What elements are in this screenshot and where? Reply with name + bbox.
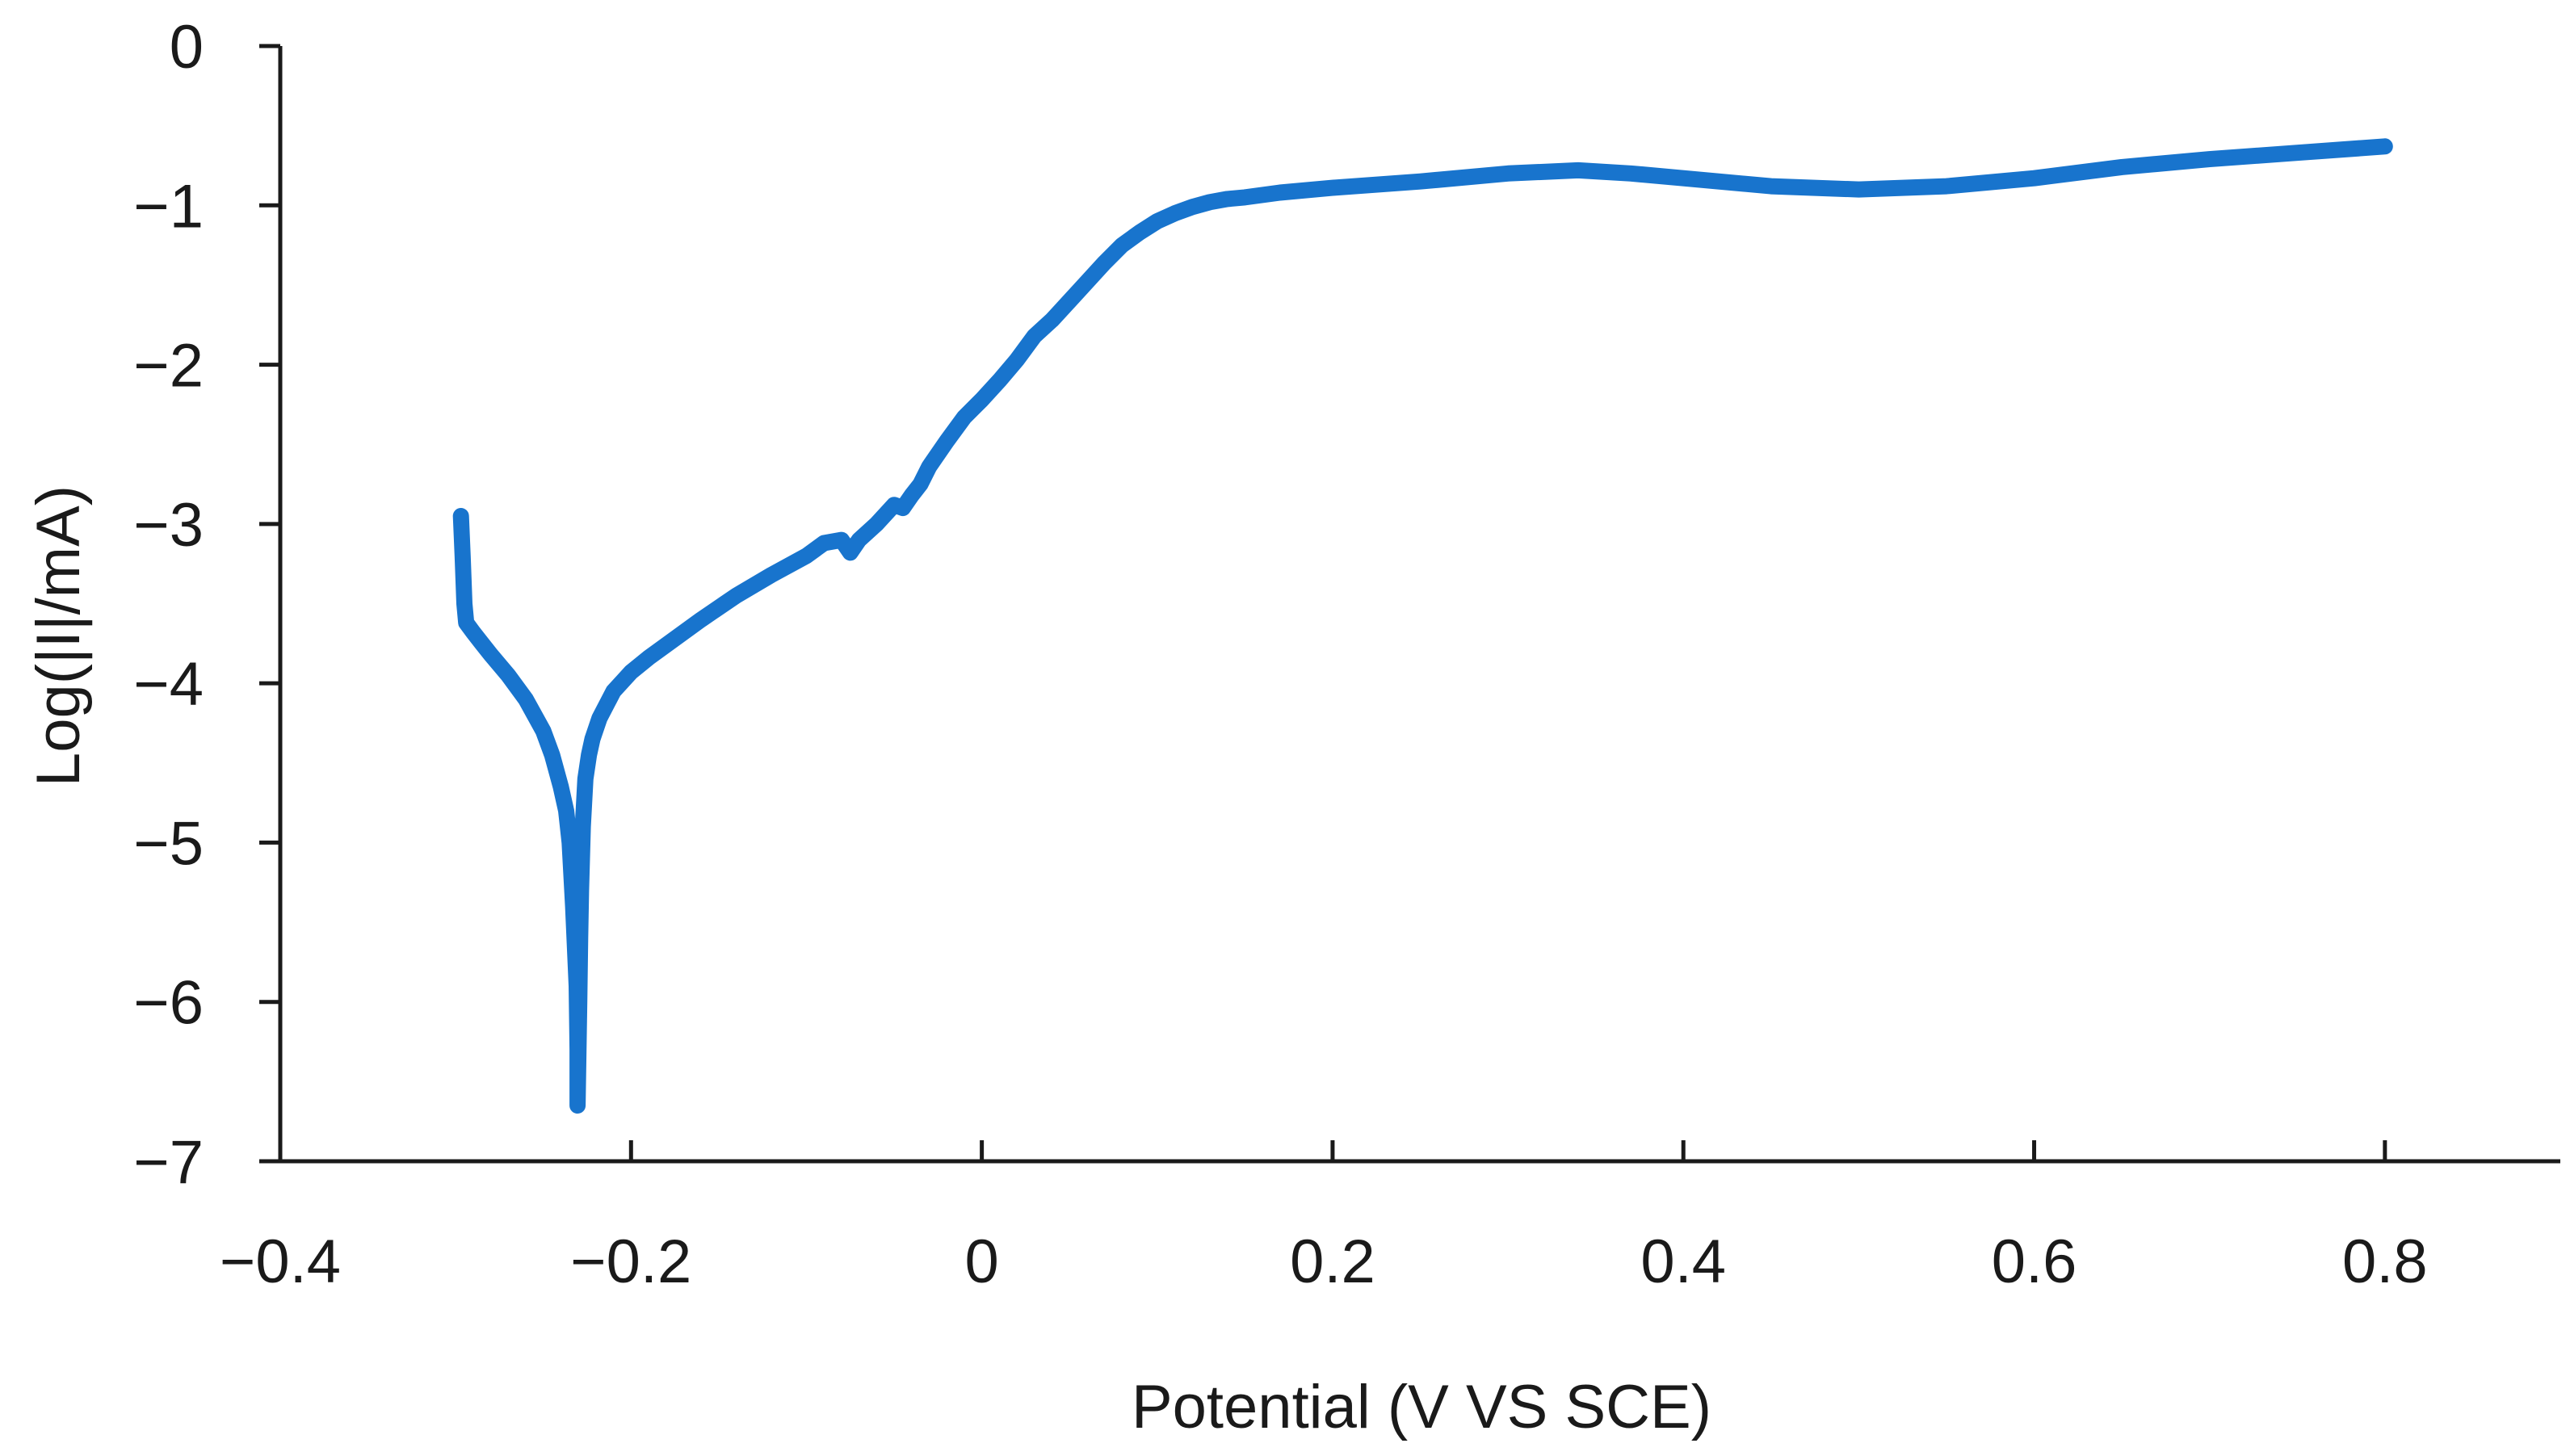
x-tick-label: 0.8 — [2342, 1227, 2428, 1296]
x-axis-ticks: −0.4 −0.2 0 0.2 0.4 0.6 0.8 — [220, 1140, 2428, 1296]
y-tick-label: −7 — [133, 1128, 204, 1197]
series-line-0 — [452, 138, 2393, 1114]
y-axis-title: Log(|I|/mA) — [24, 485, 93, 787]
y-tick-label: −5 — [133, 809, 204, 878]
x-tick-label: 0.4 — [1640, 1227, 1726, 1296]
y-axis-ticks: 0 −1 −2 −3 −4 −5 −6 −7 — [133, 13, 280, 1197]
y-tick-label: −6 — [133, 969, 204, 1038]
series-layer — [452, 138, 2393, 1114]
y-tick-label: −2 — [133, 332, 204, 401]
x-tick-label: −0.2 — [570, 1227, 691, 1296]
y-tick-label: −3 — [133, 491, 204, 560]
x-tick-label: 0 — [964, 1227, 998, 1296]
x-tick-label: 0.6 — [1992, 1227, 2077, 1296]
y-tick-label: 0 — [170, 13, 204, 82]
x-tick-label: −0.4 — [220, 1227, 341, 1296]
x-axis-title: Potential (V VS SCE) — [1132, 1373, 1711, 1441]
y-tick-label: −1 — [133, 172, 204, 241]
x-tick-label: 0.2 — [1290, 1227, 1375, 1296]
y-tick-label: −4 — [133, 650, 204, 719]
plot-area: −0.4 −0.2 0 0.2 0.4 0.6 0.8 0 −1 −2 −3 −4 −5 −6 −7 — [133, 13, 2560, 1296]
